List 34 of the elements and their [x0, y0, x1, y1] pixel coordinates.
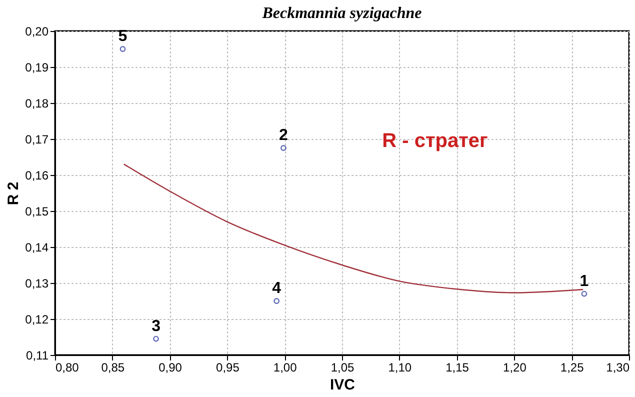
x-tick-label: 0,90: [158, 360, 182, 374]
x-tick-label: 1,25: [560, 360, 584, 374]
annotation: 2: [279, 127, 288, 144]
annotation: 3: [152, 318, 161, 335]
x-tick-label: 1,10: [388, 360, 412, 374]
y-tick-label: 0,19: [25, 60, 49, 74]
x-tick-label: 1,05: [330, 360, 354, 374]
annotation: 1: [580, 272, 589, 290]
y-axis-title: R 2: [5, 182, 22, 206]
x-tick-label: 0,85: [101, 360, 125, 374]
y-tick-label: 0,15: [25, 204, 49, 218]
y-tick-label: 0,17: [25, 132, 49, 146]
point: [153, 336, 159, 342]
x-tick-label: 1,15: [446, 360, 470, 374]
x-tick-label: 1,20: [503, 360, 527, 374]
point: [280, 145, 286, 151]
x-tick-label: 1,30: [606, 360, 630, 374]
y-tick-label: 0,12: [25, 312, 49, 326]
y-tick-label: 0,11: [26, 348, 49, 362]
point: [581, 290, 588, 297]
y-tick-label: 0,18: [25, 96, 49, 110]
y-tick-label: 0,14: [25, 240, 49, 254]
annotation: R - стратег: [382, 130, 488, 152]
x-tick-label: 0,80: [56, 360, 80, 374]
point: [274, 298, 280, 304]
chart-title: Beckmannia syzigachne: [261, 5, 422, 22]
y-tick-label: 0,13: [25, 276, 49, 290]
x-tick-label: 1,00: [273, 360, 298, 374]
point: [120, 46, 126, 52]
annotation: 4: [272, 280, 282, 297]
y-tick-label: 0,20: [25, 24, 49, 38]
y-tick-label: 0,16: [25, 168, 49, 182]
x-axis-title: IVC: [330, 376, 356, 394]
x-tick-label: 0,95: [216, 360, 240, 374]
